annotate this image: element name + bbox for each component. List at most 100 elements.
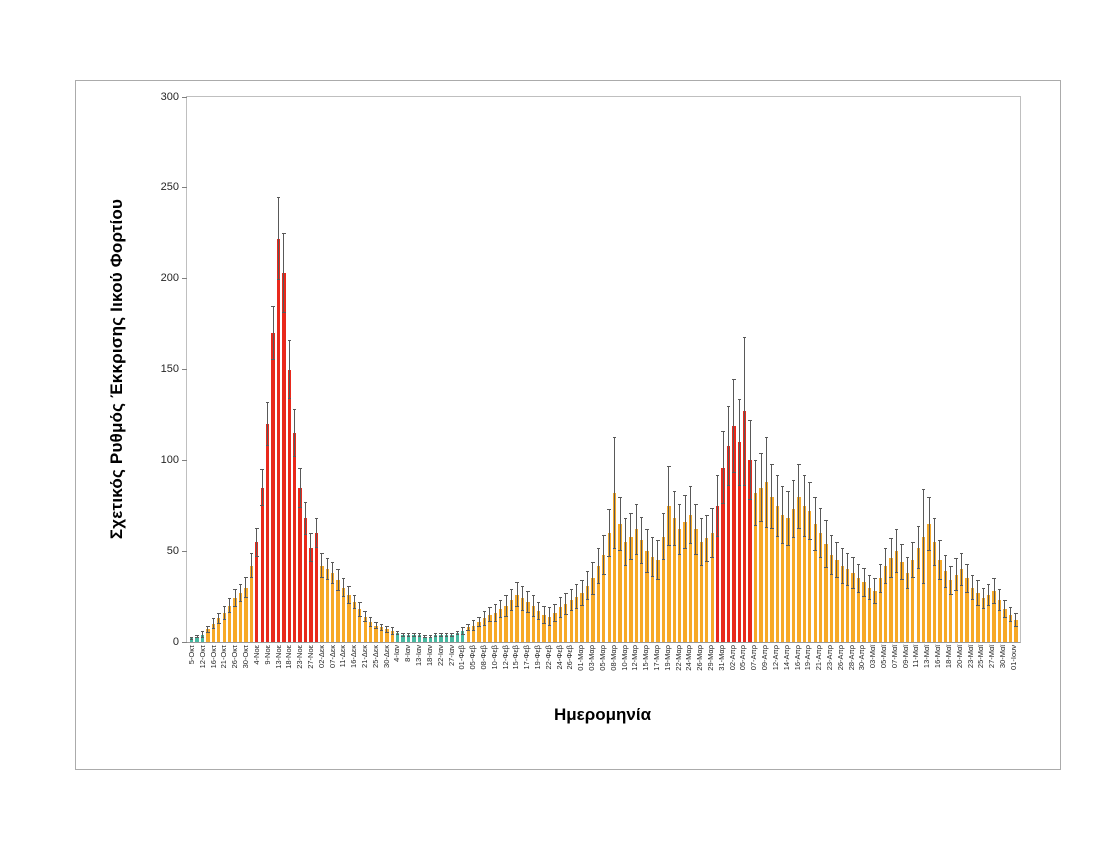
- error-bar: [234, 589, 236, 608]
- error-bar: [359, 602, 361, 617]
- error-bar: [581, 580, 583, 606]
- x-label-slot: 31-Μαρ: [717, 643, 726, 695]
- error-cap-top: [585, 571, 590, 573]
- bar-rect: [417, 634, 422, 642]
- x-label-slot: 30-Μαϊ: [998, 643, 1007, 695]
- error-cap-bottom: [911, 577, 915, 579]
- bar: [802, 97, 807, 642]
- bar-rect: [320, 565, 324, 642]
- error-cap-bottom: [412, 635, 416, 637]
- bar: [276, 97, 281, 642]
- error-bar: [446, 632, 448, 637]
- x-axis-label: 28-Απρ: [846, 645, 856, 671]
- error-bar: [803, 474, 805, 537]
- error-cap-top: [672, 491, 676, 493]
- x-axis-label: 01-Μαρ: [576, 645, 586, 671]
- error-cap-bottom: [710, 557, 714, 559]
- error-cap-bottom: [840, 582, 845, 584]
- bar-rect: [293, 433, 297, 642]
- error-cap-bottom: [846, 584, 850, 586]
- error-bar: [337, 569, 339, 592]
- bar: [476, 97, 481, 642]
- error-cap-top: [390, 627, 395, 629]
- bar: [433, 97, 438, 642]
- bar: [406, 97, 411, 642]
- bar-rect: [932, 542, 937, 642]
- plot-area: 0 50 100 150 200 250 300: [161, 91, 1021, 648]
- error-cap-bottom: [938, 579, 942, 581]
- bar: [807, 97, 812, 642]
- bar-rect: [255, 542, 259, 642]
- bar-rect: [471, 625, 476, 642]
- error-bar: [473, 620, 475, 632]
- bar: [227, 97, 232, 642]
- error-cap-top: [618, 496, 622, 498]
- bar-rect: [699, 542, 704, 642]
- x-label-slot: 03-Μαϊ: [868, 643, 877, 695]
- x-axis-label: 18-Μαϊ: [943, 645, 953, 669]
- x-label-slot: 19-Μαρ: [663, 643, 672, 695]
- bar: [617, 97, 622, 642]
- error-bar: [483, 611, 485, 626]
- error-bar: [489, 607, 491, 623]
- bar-rect: [325, 569, 329, 642]
- error-cap-bottom: [818, 557, 823, 559]
- error-cap-bottom: [927, 550, 931, 552]
- x-axis-label: 27-Ιαν: [446, 645, 456, 667]
- error-cap-top: [374, 622, 378, 624]
- x-axis-label: 13-Νοε: [273, 645, 283, 669]
- bar-rect: [705, 538, 709, 642]
- error-bar: [836, 542, 838, 579]
- bar: [384, 97, 389, 642]
- error-cap-bottom: [423, 637, 427, 639]
- error-cap-bottom: [347, 602, 351, 604]
- error-bar: [912, 542, 914, 579]
- error-cap-top: [661, 513, 666, 515]
- error-cap-top: [645, 529, 649, 531]
- error-cap-bottom: [607, 555, 611, 557]
- bar-rect: [542, 614, 546, 642]
- bar-rect: [303, 518, 308, 642]
- error-bar: [608, 509, 610, 557]
- error-bar: [576, 583, 578, 610]
- error-cap-top: [916, 525, 920, 527]
- bar: [346, 97, 351, 642]
- error-bar: [966, 563, 968, 593]
- error-bar: [868, 574, 870, 601]
- bar: [265, 97, 270, 642]
- error-cap-bottom: [227, 611, 232, 613]
- x-axis-label: 30-Δεκ: [381, 645, 391, 668]
- error-cap-bottom: [932, 564, 937, 566]
- bar: [363, 97, 368, 642]
- error-cap-top: [607, 509, 611, 511]
- error-cap-top: [954, 558, 958, 560]
- error-bar: [961, 553, 963, 586]
- error-bar: [413, 632, 415, 637]
- error-cap-top: [276, 196, 281, 198]
- bar: [493, 97, 498, 642]
- error-cap-top: [303, 502, 308, 504]
- bar-rect: [688, 514, 693, 642]
- error-cap-top: [320, 552, 324, 554]
- error-cap-top: [900, 543, 904, 545]
- y-axis-tick-mark: [182, 550, 187, 552]
- error-bar: [402, 632, 404, 637]
- error-bar: [315, 518, 317, 548]
- x-label-slot: 07-Μαϊ: [890, 643, 899, 695]
- error-cap-top: [938, 540, 942, 542]
- error-cap-top: [602, 534, 606, 536]
- bar: [850, 97, 855, 642]
- error-bar: [744, 336, 746, 486]
- x-label-slot: 5-Οκτ: [187, 643, 196, 695]
- bar: [921, 97, 926, 642]
- error-bar: [597, 547, 599, 584]
- bar: [438, 97, 443, 642]
- bar: [791, 97, 796, 642]
- bar-rect: [428, 636, 432, 642]
- x-label-slot: 08-Μαρ: [609, 643, 618, 695]
- error-cap-bottom: [770, 528, 774, 530]
- x-label-slot: 20-Μαϊ: [955, 643, 964, 695]
- error-cap-top: [433, 632, 438, 634]
- error-cap-top: [808, 482, 812, 484]
- bar-rect: [987, 594, 991, 642]
